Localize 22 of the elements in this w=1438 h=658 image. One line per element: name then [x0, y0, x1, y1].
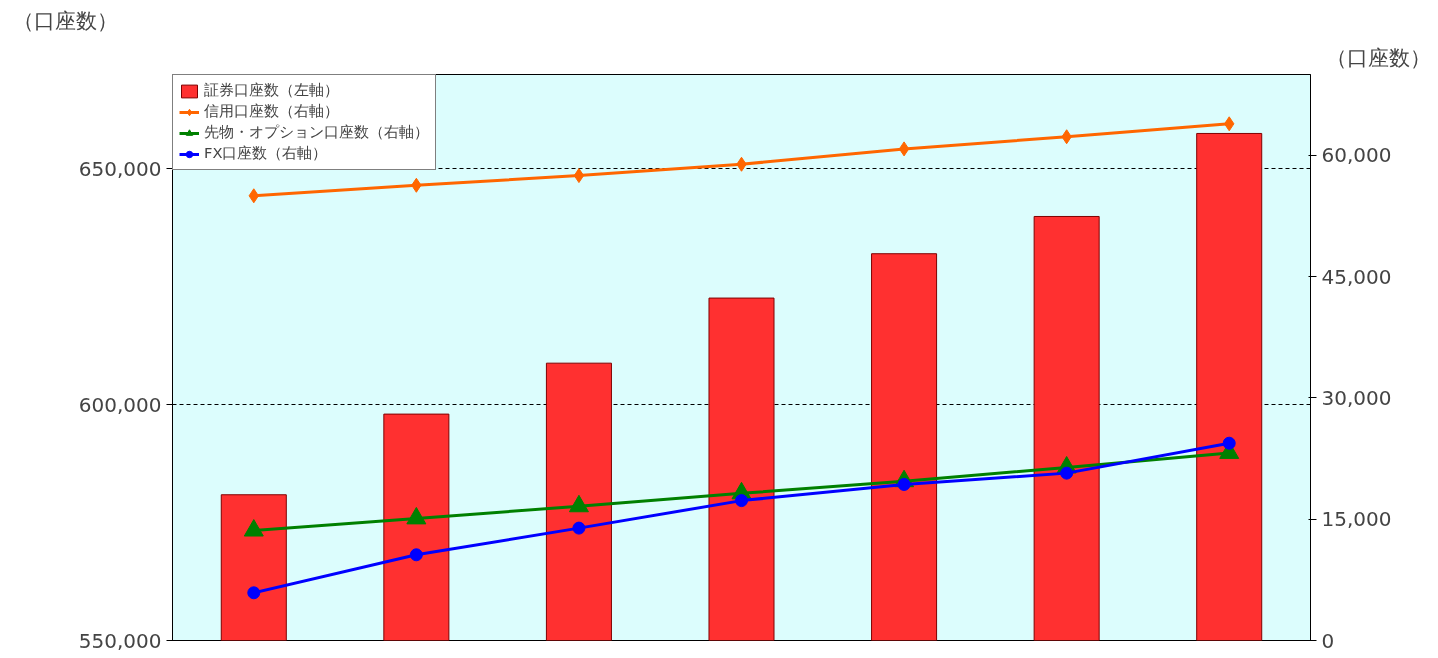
point [735, 494, 748, 508]
y2-tick-label: 0 [1321, 628, 1335, 653]
point [573, 168, 585, 184]
legend-label: 先物・オプション口座数（右軸） [204, 123, 429, 142]
y-tick-label: 550,000 [78, 628, 162, 653]
legend-label: 信用口座数（右軸） [204, 102, 339, 121]
point [898, 141, 910, 157]
point [409, 548, 423, 562]
y-tick-label: 650,000 [78, 156, 162, 181]
y2-tick-label: 60,000 [1321, 143, 1392, 168]
point [1060, 466, 1074, 480]
y2-tick-label: 15,000 [1321, 507, 1392, 532]
y2-axis-title: （口座数） [1325, 44, 1431, 70]
y2-tick-label: 45,000 [1321, 264, 1392, 289]
y2-tick-label: 30,000 [1321, 385, 1392, 410]
y-tick-label: 600,000 [78, 392, 162, 417]
point [247, 586, 261, 600]
legend-label: FX口座数（右軸） [204, 144, 328, 163]
point [572, 521, 586, 535]
point [1222, 436, 1236, 450]
legend-label: 証券口座数（左軸） [204, 81, 339, 100]
y-axis-title: （口座数） [12, 7, 118, 33]
